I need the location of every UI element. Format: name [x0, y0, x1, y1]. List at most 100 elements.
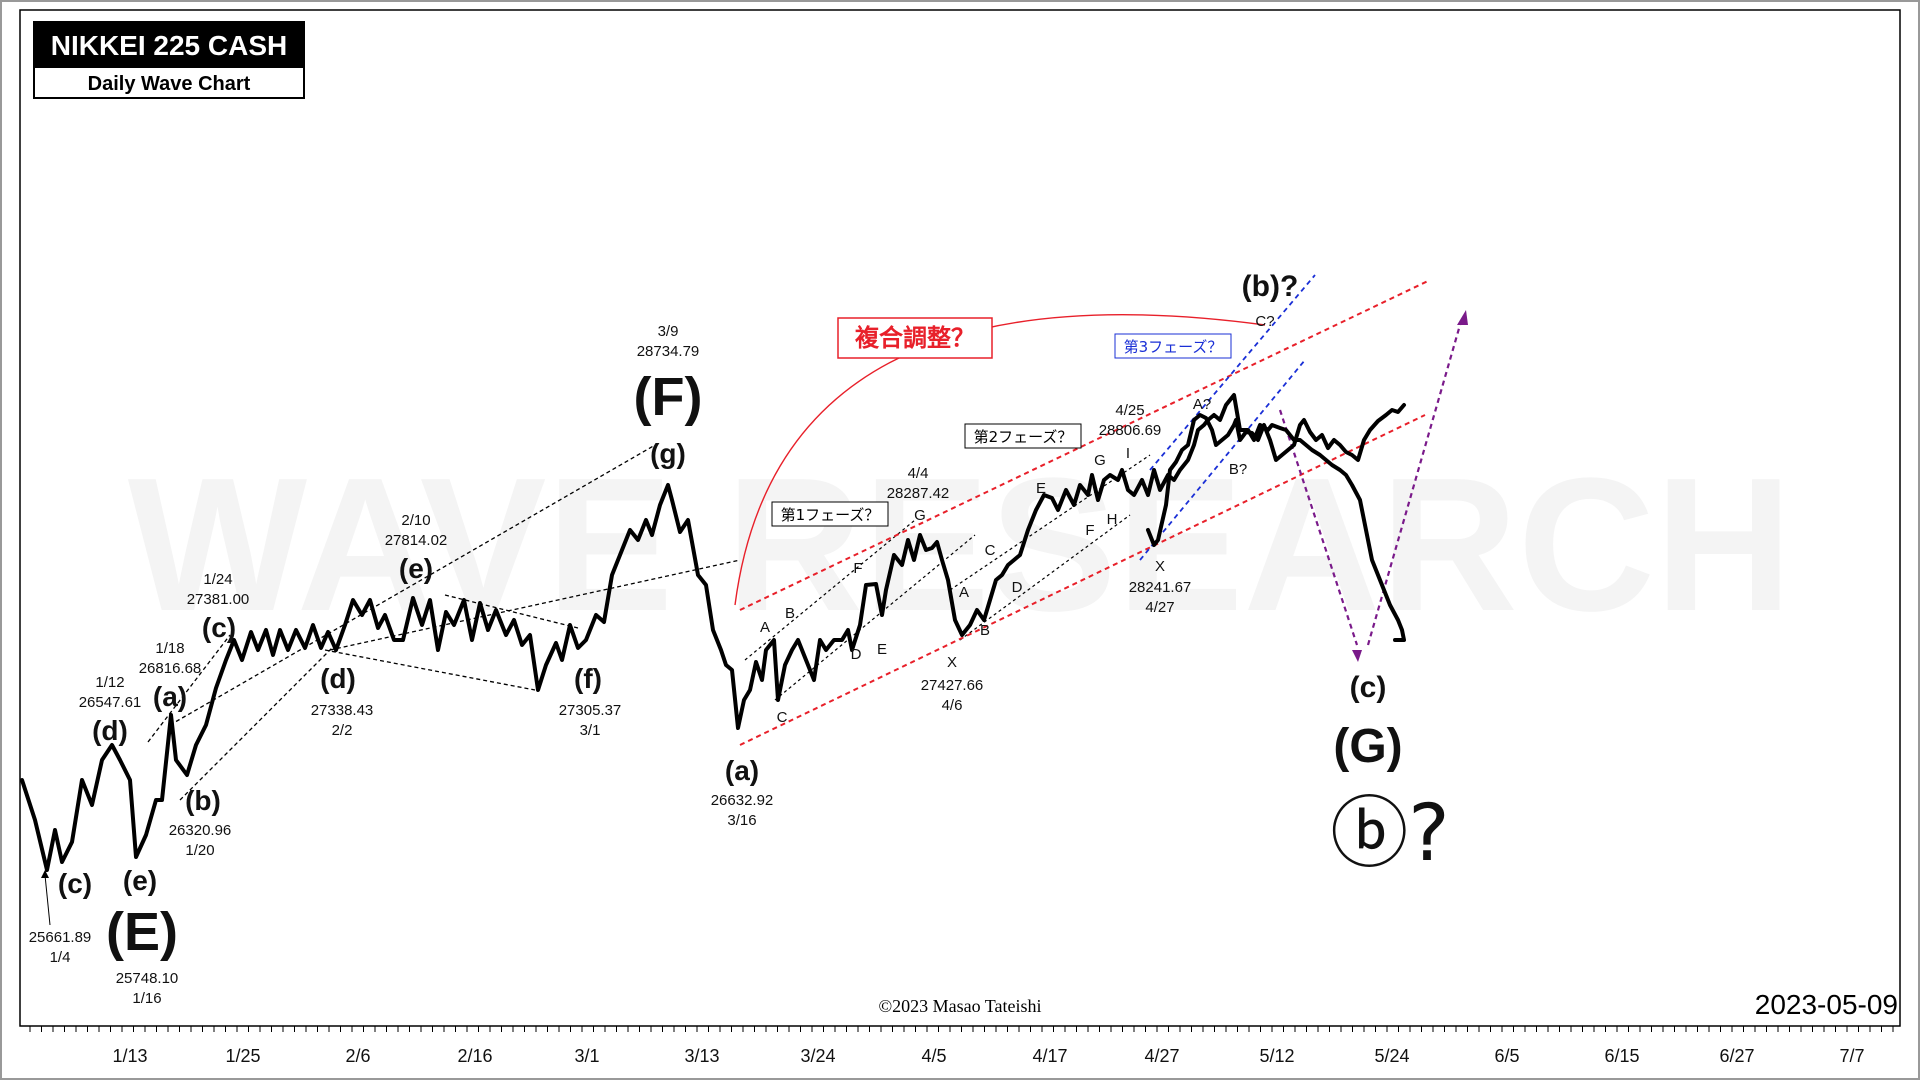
plot-frame — [19, 9, 1901, 1027]
wave-letter: D — [851, 646, 862, 663]
wave-letter: I — [1126, 445, 1130, 462]
wave-letter: B — [980, 622, 990, 639]
date-annotation: 2/2 — [332, 722, 353, 739]
price-annotation: 28734.79 — [637, 343, 700, 360]
wave-label: (g) — [650, 438, 686, 469]
wave-letter: E — [1036, 480, 1046, 497]
projection-label-c-small: C? — [1255, 313, 1274, 330]
price-annotation: 27338.43 — [311, 702, 374, 719]
watermark: WAVE RESEARCH — [128, 439, 1792, 651]
complex-box: 複合調整？ — [837, 317, 993, 359]
phase-label-1: 第1フェーズ？ — [781, 506, 880, 524]
date-annotation: 4/25 — [1115, 402, 1144, 419]
phase-box-1: 第1フェーズ？ — [771, 501, 889, 527]
wave-letter: A — [959, 584, 969, 601]
price-annotation: 26320.96 — [169, 822, 232, 839]
wave-label: (b) — [185, 785, 221, 816]
trend-line-phase1-top — [744, 519, 916, 661]
date-annotation: 1/18 — [155, 640, 184, 657]
x-tick-label: 6/15 — [1604, 1046, 1639, 1066]
date-annotation: 1/24 — [203, 571, 232, 588]
wave-letter: C — [985, 542, 996, 559]
phase-box-2: 第2フェーズ？ — [964, 423, 1082, 449]
wave-label: (a) — [153, 681, 187, 712]
price-annotation: 26816.68 — [139, 660, 202, 677]
price-annotation: 25661.89 — [29, 929, 92, 946]
x-tick-label: 3/24 — [800, 1046, 835, 1066]
x-tick-label: 4/27 — [1144, 1046, 1179, 1066]
wave-letter: X — [947, 654, 957, 671]
price-annotation: 27427.66 — [921, 677, 984, 694]
wave-label: (d) — [92, 715, 128, 746]
wave-letter: A — [760, 619, 770, 636]
trend-line-b — [179, 644, 336, 801]
price-annotation: 27814.02 — [385, 532, 448, 549]
trend-lines — [41, 274, 1468, 926]
price-annotation: 28241.67 — [1129, 579, 1192, 596]
price-annotation: 26547.61 — [79, 694, 142, 711]
x-tick-label: 4/5 — [921, 1046, 946, 1066]
x-tick-label: 5/12 — [1259, 1046, 1294, 1066]
wave-letter: D — [1012, 579, 1023, 596]
wave-label: (c) — [202, 612, 236, 643]
wave-label: (d) — [320, 663, 356, 694]
x-tick-label: 5/24 — [1374, 1046, 1409, 1066]
date-annotation: 3/1 — [580, 722, 601, 739]
wave-letter: E — [877, 641, 887, 658]
complex-correction-arc — [734, 314, 1266, 606]
price-annotation: 28287.42 — [887, 485, 950, 502]
price-annotation: 28806.69 — [1099, 422, 1162, 439]
date-annotation: 4/27 — [1145, 599, 1174, 616]
x-tick-label: 6/5 — [1494, 1046, 1519, 1066]
blue-channel-upper — [1149, 274, 1316, 471]
price-annotation: 27381.00 — [187, 591, 250, 608]
date-annotation: 2/10 — [401, 512, 430, 529]
x-tick-label: 3/1 — [574, 1046, 599, 1066]
wave-label: (e) — [123, 865, 157, 896]
red-channel-upper — [739, 279, 1431, 611]
date-annotation: 1/20 — [185, 842, 214, 859]
wave-letter: B — [785, 605, 795, 622]
date-annotation: 4/6 — [942, 697, 963, 714]
x-tick-label: 2/16 — [457, 1046, 492, 1066]
price-annotation: 25748.10 — [116, 970, 179, 987]
wave-letter: A? — [1193, 396, 1211, 413]
major-wave-label: (F) — [634, 367, 703, 427]
date-annotation: 3/16 — [727, 812, 756, 829]
wave-label: (c) — [58, 868, 92, 899]
date-annotation: 1/16 — [132, 990, 161, 1007]
wave-label: (f) — [574, 663, 602, 694]
x-tick-label: 4/17 — [1032, 1046, 1067, 1066]
projection-down-arrowhead — [1352, 650, 1362, 662]
title-box: NIKKEI 225 CASH Daily Wave Chart — [33, 21, 305, 99]
projection-up-arrowhead — [1457, 310, 1468, 325]
date-annotation: 1/4 — [50, 949, 71, 966]
major-wave-label: (E) — [106, 902, 178, 962]
wave-letter: G — [914, 507, 926, 524]
chart-title: NIKKEI 225 CASH — [51, 30, 288, 61]
phase-label-3: 第3フェーズ？ — [1124, 338, 1223, 356]
wave-letter: C — [777, 709, 788, 726]
projection-label-G: (G) — [1333, 720, 1402, 773]
x-tick-label: 7/7 — [1839, 1046, 1864, 1066]
date-annotation: 4/4 — [908, 465, 929, 482]
chart-date: 2023-05-09 — [1755, 989, 1898, 1020]
price-annotation: 27305.37 — [559, 702, 622, 719]
wave-letter: F — [853, 560, 862, 577]
trend-line-a-c — [147, 634, 231, 743]
date-annotation: 1/12 — [95, 674, 124, 691]
copyright: ©2023 Masao Tateishi — [878, 996, 1041, 1016]
x-tick-label: 3/13 — [684, 1046, 719, 1066]
projection-label-c: (c) — [1350, 671, 1387, 704]
price-annotation: 26632.92 — [711, 792, 774, 809]
wave-letter: H — [1107, 511, 1118, 528]
projection-label-circled: ⓑ? — [1330, 789, 1449, 879]
blue-channel-lower — [1139, 359, 1306, 561]
x-tick-label: 1/13 — [112, 1046, 147, 1066]
wave-letter: F — [1085, 522, 1094, 539]
x-tick-label: 6/27 — [1719, 1046, 1754, 1066]
wave-letter: G — [1094, 452, 1106, 469]
x-tick-label: 2/6 — [345, 1046, 370, 1066]
